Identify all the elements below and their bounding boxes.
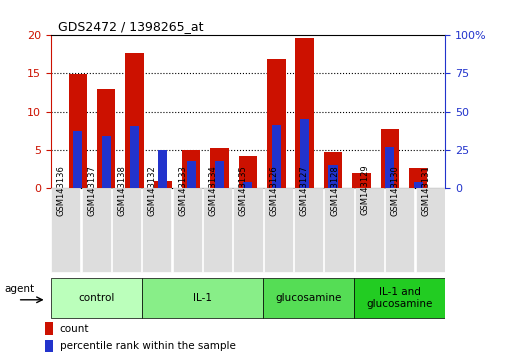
FancyBboxPatch shape bbox=[141, 278, 263, 318]
Text: count: count bbox=[60, 324, 89, 333]
FancyBboxPatch shape bbox=[263, 188, 292, 272]
Text: GSM143129: GSM143129 bbox=[360, 165, 369, 216]
Text: GSM143130: GSM143130 bbox=[390, 165, 399, 216]
Bar bbox=[295, 39, 313, 188]
Bar bbox=[323, 152, 341, 188]
Text: GSM143136: GSM143136 bbox=[57, 165, 66, 216]
Bar bbox=[413, 182, 422, 188]
Bar bbox=[271, 125, 280, 188]
Bar bbox=[44, 322, 54, 335]
FancyBboxPatch shape bbox=[142, 188, 171, 272]
Bar bbox=[130, 126, 139, 188]
Text: control: control bbox=[78, 293, 114, 303]
FancyBboxPatch shape bbox=[233, 188, 262, 272]
FancyBboxPatch shape bbox=[354, 278, 444, 318]
Text: GSM143137: GSM143137 bbox=[87, 165, 96, 216]
Bar bbox=[408, 168, 427, 188]
Bar bbox=[158, 149, 167, 188]
FancyBboxPatch shape bbox=[172, 188, 201, 272]
Text: GSM143133: GSM143133 bbox=[178, 165, 187, 216]
FancyBboxPatch shape bbox=[354, 188, 383, 272]
Bar bbox=[351, 173, 370, 188]
Bar bbox=[182, 149, 200, 188]
Text: GSM143128: GSM143128 bbox=[329, 165, 338, 216]
Bar bbox=[215, 161, 224, 188]
Text: glucosamine: glucosamine bbox=[275, 293, 341, 303]
FancyBboxPatch shape bbox=[384, 188, 414, 272]
Text: GSM143126: GSM143126 bbox=[269, 165, 278, 216]
Text: GSM143127: GSM143127 bbox=[299, 165, 308, 216]
FancyBboxPatch shape bbox=[324, 188, 353, 272]
Bar bbox=[154, 181, 172, 188]
FancyBboxPatch shape bbox=[263, 278, 354, 318]
Text: agent: agent bbox=[4, 284, 34, 293]
Bar bbox=[73, 131, 82, 188]
Text: GDS2472 / 1398265_at: GDS2472 / 1398265_at bbox=[59, 20, 204, 33]
Text: percentile rank within the sample: percentile rank within the sample bbox=[60, 341, 235, 351]
Bar bbox=[380, 129, 398, 188]
FancyBboxPatch shape bbox=[50, 278, 141, 318]
FancyBboxPatch shape bbox=[81, 188, 111, 272]
FancyBboxPatch shape bbox=[203, 188, 232, 272]
Text: GSM143138: GSM143138 bbox=[117, 165, 126, 216]
Text: GSM143134: GSM143134 bbox=[208, 165, 217, 216]
Bar bbox=[68, 74, 87, 188]
Text: GSM143131: GSM143131 bbox=[420, 165, 429, 216]
FancyBboxPatch shape bbox=[112, 188, 141, 272]
Text: IL-1: IL-1 bbox=[192, 293, 212, 303]
Bar bbox=[299, 119, 309, 188]
Bar bbox=[125, 53, 143, 188]
Bar bbox=[97, 88, 115, 188]
Bar bbox=[267, 59, 285, 188]
Bar bbox=[384, 147, 393, 188]
Text: IL-1 and
glucosamine: IL-1 and glucosamine bbox=[366, 287, 432, 309]
Bar bbox=[102, 136, 111, 188]
Text: GSM143135: GSM143135 bbox=[238, 165, 247, 216]
Bar bbox=[238, 156, 257, 188]
Bar bbox=[210, 148, 228, 188]
Bar bbox=[44, 340, 54, 352]
FancyBboxPatch shape bbox=[415, 188, 444, 272]
FancyBboxPatch shape bbox=[51, 188, 80, 272]
Text: GSM143132: GSM143132 bbox=[147, 165, 157, 216]
Bar bbox=[243, 182, 252, 188]
Bar bbox=[328, 165, 337, 188]
Bar bbox=[186, 161, 195, 188]
FancyBboxPatch shape bbox=[293, 188, 323, 272]
